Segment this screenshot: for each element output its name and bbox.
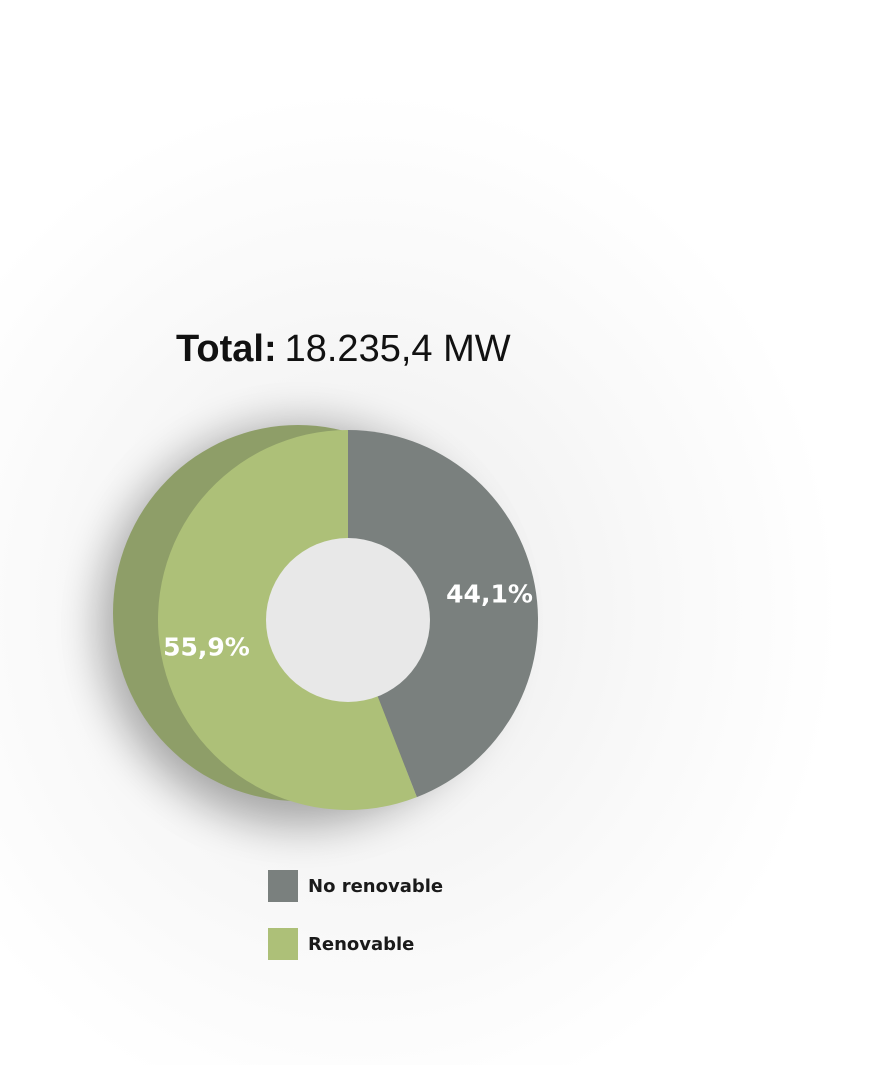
- total-label: Total:: [176, 328, 277, 370]
- legend-swatch-no-renovable: [268, 870, 298, 902]
- donut-hole: [266, 538, 430, 702]
- legend-label-no-renovable: No renovable: [308, 875, 444, 897]
- total-value: 18.235,4 MW: [284, 328, 511, 370]
- legend-item-no-renovable: No renovable: [268, 870, 443, 902]
- legend-label-renovable: Renovable: [308, 933, 415, 955]
- total-title: Total: 18.235,4 MW: [176, 328, 511, 371]
- slice-label-no-renovable: 44,1%: [446, 579, 533, 608]
- slice-label-renovable: 55,9%: [163, 633, 250, 662]
- pie-slice-no-renovable: [348, 430, 538, 798]
- legend-item-renovable: Renovable: [268, 928, 443, 960]
- legend-swatch-renovable: [268, 928, 298, 960]
- chart-legend: No renovable Renovable: [268, 870, 443, 986]
